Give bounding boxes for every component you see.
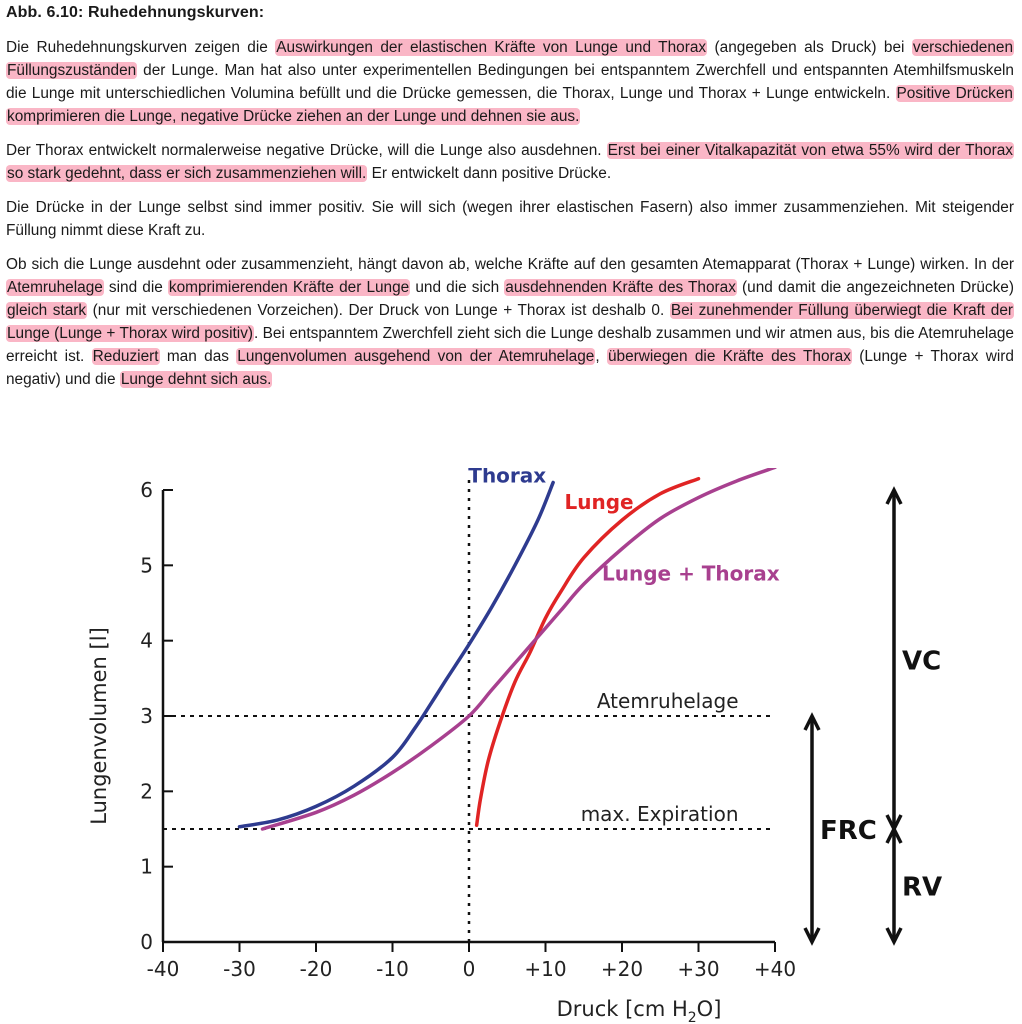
text-run: Die Ruhedehnungskurven zeigen die xyxy=(6,39,276,56)
y-tick-label: 0 xyxy=(140,930,153,954)
highlighted-text: Reduziert xyxy=(91,348,160,365)
series-label: Thorax xyxy=(468,468,546,487)
text-run: (und damit die angezeichneten Drücke) xyxy=(736,279,1014,296)
text-run: Ob sich die Lunge ausdehnt oder zusammen… xyxy=(6,256,1014,273)
pressure-volume-chart: 0 1 2 3 4 5 6 -40 -30 -20 -10 0 +10 +20 +30 +40 Lungenvo… xyxy=(87,468,942,1024)
text-run: (angegeben als Druck) bei xyxy=(707,39,912,56)
y-axis-label: Lungenvolumen [l] xyxy=(87,627,111,825)
arrow-head xyxy=(803,712,821,731)
bracket-label: FRC xyxy=(820,816,877,846)
text-run: Er entwickelt dann positive Drücke. xyxy=(367,165,612,182)
x-tick-label: +40 xyxy=(754,957,796,981)
text-run: sind die xyxy=(103,279,168,296)
x-tick-label: -20 xyxy=(300,957,333,981)
highlighted-text: Atemruhelage xyxy=(6,279,104,296)
y-tick-label: 6 xyxy=(140,478,153,502)
paragraph: Die Ruhedehnungskurven zeigen die Auswir… xyxy=(6,36,1014,128)
text-run: der Lunge. Man hat also unter experiment… xyxy=(6,62,1014,102)
text-run: . Bei entspanntem Zwerchfell zieht sich … xyxy=(6,325,1014,365)
arrow-head xyxy=(885,825,903,844)
highlighted-text: Lunge dehnt sich aus. xyxy=(119,371,273,388)
text-run: und die sich xyxy=(410,279,505,296)
arrow-head xyxy=(885,486,903,505)
x-tick-label: +20 xyxy=(601,957,643,981)
series-line-thorax xyxy=(237,480,555,829)
series-label: Lunge xyxy=(564,490,633,514)
series-line-lunge-thorax xyxy=(260,468,777,831)
highlighted-text: Lungenvolumen ausgehend von der Atemruhe… xyxy=(236,348,596,365)
y-tick-label: 5 xyxy=(140,553,153,577)
arrow-head xyxy=(885,927,903,946)
x-tick-label: -30 xyxy=(223,957,256,981)
highlighted-text: gleich stark xyxy=(6,302,88,319)
x-tick-label: +30 xyxy=(677,957,719,981)
reference-label: max. Expiration xyxy=(581,802,739,826)
x-tick-label: -40 xyxy=(147,957,180,981)
text-run: (Lunge + Thorax wird negativ) und die xyxy=(6,348,1014,388)
highlighted-text: überwiegen die Kräfte des Thorax xyxy=(606,348,852,365)
text-run: Der Thorax entwickelt normalerweise nega… xyxy=(6,142,607,159)
x-axis-label-main: Druck [cm H xyxy=(557,997,688,1021)
arrow-head xyxy=(803,927,821,946)
x-tick-label: -10 xyxy=(376,957,409,981)
x-tick-label: 0 xyxy=(463,957,476,981)
x-axis-label-end: O] xyxy=(697,997,722,1021)
y-tick-label: 4 xyxy=(140,629,153,653)
body-text: Die Ruhedehnungskurven zeigen die Auswir… xyxy=(6,36,1015,402)
y-tick-label: 3 xyxy=(140,704,153,728)
x-tick-label: +10 xyxy=(524,957,566,981)
text-run: man das xyxy=(159,348,237,365)
text-run: (nur mit verschiedenen Vorzeichen). Der … xyxy=(87,302,670,319)
series-label: Lunge + Thorax xyxy=(602,561,780,585)
x-axis-label: Druck [cm H2O] xyxy=(557,997,722,1024)
x-axis-label-subscript: 2 xyxy=(688,1010,697,1024)
y-tick-label: 2 xyxy=(140,779,153,803)
highlighted-text: ausdehnenden Kräfte des Thorax xyxy=(504,279,737,296)
figure-title: Abb. 6.10: Ruhedehnungskurven: xyxy=(6,4,265,21)
y-tick-label: 1 xyxy=(140,855,153,879)
highlighted-text: Auswirkungen der elastischen Kräfte von … xyxy=(275,39,708,56)
series-line-lunge xyxy=(474,476,701,827)
text-run: Die Drücke in der Lunge selbst sind imme… xyxy=(6,199,1014,239)
reference-label: Atemruhelage xyxy=(597,689,739,713)
text-run: , xyxy=(595,348,607,365)
bracket-label: RV xyxy=(902,873,942,903)
paragraph: Die Drücke in der Lunge selbst sind imme… xyxy=(6,196,1014,242)
paragraph: Ob sich die Lunge ausdehnt oder zusammen… xyxy=(6,253,1015,391)
bracket-label: VC xyxy=(902,647,941,677)
paragraph: Der Thorax entwickelt normalerweise nega… xyxy=(6,139,1014,185)
highlighted-text: komprimierenden Kräfte der Lunge xyxy=(167,279,411,296)
